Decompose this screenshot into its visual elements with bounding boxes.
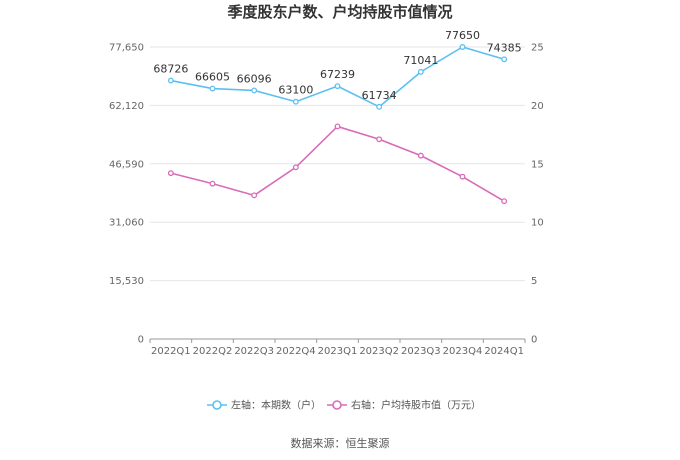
x-tick-label: 2023Q2 [359,346,399,357]
data-point[interactable] [501,198,508,205]
grid [150,46,525,282]
data-point[interactable] [417,68,424,75]
x-tick-label: 2022Q4 [276,346,316,357]
data-label: 77650 [445,29,480,42]
data-label: 67239 [320,68,355,81]
data-point[interactable] [459,44,466,50]
x-tick-label: 2022Q2 [193,346,233,357]
data-point[interactable] [334,123,341,130]
data-point[interactable] [501,56,508,63]
data-point[interactable] [251,192,258,199]
data-point[interactable] [167,77,174,84]
data-point[interactable] [251,87,258,94]
right-tick-label: 10 [531,218,544,229]
data-label: 66096 [237,72,272,85]
legend-item[interactable]: 右轴：户均持股市值（万元） [327,399,481,412]
x-tick-label: 2023Q3 [401,346,441,357]
legend[interactable]: 左轴：本期数（户） 右轴：户均持股市值（万元） [207,399,481,412]
left-tick-label: 77,650 [109,43,144,54]
data-point[interactable] [209,85,216,92]
right-tick-label: 5 [531,276,537,287]
left-tick-label: 46,590 [109,159,144,170]
data-label: 71041 [403,54,438,67]
chart-title: 季度股东户数、户均持股市值情况 [227,3,452,21]
data-point[interactable] [376,103,383,110]
data-source: 数据来源：恒生聚源 [291,436,390,450]
legend-label: 左轴：本期数（户） [231,399,321,412]
data-label: 66605 [195,71,230,84]
data-point[interactable] [459,173,466,180]
legend-label: 右轴：户均持股市值（万元） [351,399,481,412]
x-tick-label: 2023Q1 [318,346,358,357]
legend-marker-icon [212,400,222,410]
left-tick-label: 62,120 [109,101,144,112]
series: 68726 66605 66096 63100 67239 61734 71041 77650… [153,29,522,205]
legend-marker-icon [332,400,342,410]
left-tick-label: 31,060 [109,218,144,229]
data-label: 74385 [487,41,522,54]
left-tick-label: 15,530 [109,276,144,287]
x-tick-label: 2022Q1 [151,346,191,357]
data-point[interactable] [376,136,383,143]
data-point[interactable] [334,83,341,90]
right-tick-label: 15 [531,159,544,170]
data-label: 68726 [153,63,188,76]
left-axis: 0 15,530 31,060 46,590 62,120 77,650 [109,43,144,346]
legend-item[interactable]: 左轴：本期数（户） [207,399,321,412]
data-point[interactable] [209,180,216,187]
x-tick-label: 2024Q1 [484,346,524,357]
x-tick-label: 2022Q3 [234,346,274,357]
data-point[interactable] [167,170,174,177]
right-tick-label: 0 [531,335,537,346]
right-tick-label: 20 [531,101,544,112]
x-axis: 2022Q1 2022Q2 2022Q3 2022Q4 2023Q1 2023Q2 2023… [149,338,526,357]
data-point[interactable] [417,152,424,159]
data-label: 63100 [278,84,313,97]
data-point[interactable] [292,164,299,171]
right-tick-label: 25 [531,43,544,54]
data-label: 61734 [362,89,397,102]
x-tick-label: 2023Q4 [443,346,483,357]
right-axis: 0 5 10 15 20 25 [531,43,544,346]
data-point[interactable] [292,98,299,105]
left-tick-label: 0 [138,335,144,346]
